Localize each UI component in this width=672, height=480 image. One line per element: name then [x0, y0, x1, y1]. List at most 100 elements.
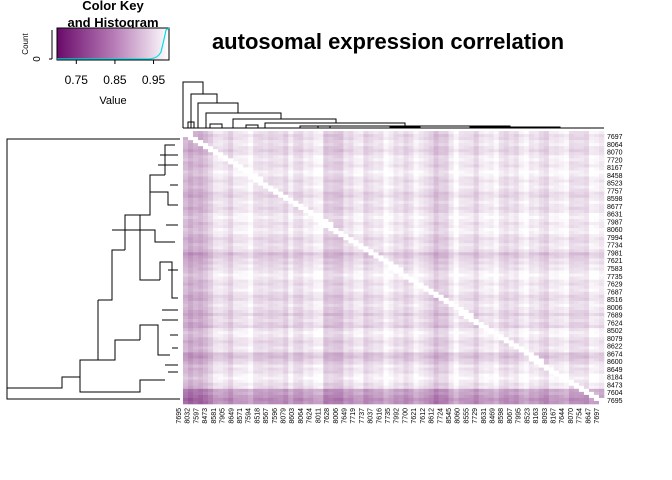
heatmap-cell — [253, 222, 259, 226]
heatmap-cell — [368, 146, 374, 150]
heatmap-cell — [438, 279, 444, 283]
heatmap-cell — [433, 161, 439, 165]
heatmap-cell — [343, 285, 349, 290]
heatmap-cell — [283, 258, 289, 262]
heatmap-cell — [478, 264, 485, 268]
heatmap-cell — [233, 203, 239, 208]
heatmap-cell — [563, 249, 570, 253]
heatmap-cell — [358, 279, 364, 283]
heatmap-cell — [548, 273, 555, 277]
heatmap-cell — [443, 137, 449, 141]
heatmap-cell — [498, 261, 505, 265]
heatmap-cell — [293, 164, 299, 168]
heatmap-cell — [453, 276, 459, 280]
heatmap-cell — [493, 182, 500, 186]
heatmap-cell — [283, 231, 289, 235]
heatmap-cell — [548, 237, 555, 241]
heatmap-cell — [548, 231, 555, 235]
heatmap-cell — [413, 303, 419, 308]
heatmap-cell — [263, 276, 269, 280]
heatmap-cell — [318, 218, 324, 223]
heatmap-cell — [208, 285, 214, 290]
heatmap-cell — [348, 222, 354, 226]
heatmap-cell — [183, 273, 189, 277]
heatmap-cell — [353, 243, 359, 247]
heatmap-cell — [263, 140, 269, 144]
heatmap-cell — [208, 288, 214, 293]
heatmap-cell — [433, 240, 439, 244]
heatmap-cell — [263, 270, 269, 274]
heatmap-cell — [563, 140, 570, 144]
heatmap-cell — [368, 282, 374, 286]
heatmap-cell — [498, 273, 505, 277]
heatmap-cell — [208, 306, 214, 311]
heatmap-cell — [543, 237, 550, 241]
heatmap-cell — [573, 191, 580, 195]
heatmap-cell — [533, 197, 540, 202]
heatmap-cell — [508, 140, 515, 144]
heatmap-cell — [313, 288, 319, 293]
heatmap-cell — [493, 206, 500, 211]
heatmap-cell — [473, 279, 479, 283]
heatmap-cell — [238, 179, 244, 183]
heatmap-cell — [363, 249, 369, 253]
heatmap-cell — [518, 209, 525, 214]
heatmap-cell — [313, 197, 319, 202]
heatmap-cell — [188, 137, 194, 141]
heatmap-cell — [493, 209, 500, 214]
heatmap-cell — [353, 288, 359, 293]
heatmap-cell — [518, 212, 525, 217]
heatmap-cell — [383, 255, 389, 259]
heatmap-cell — [378, 237, 384, 241]
heatmap-cell — [438, 176, 444, 180]
heatmap-cell — [538, 243, 545, 247]
heatmap-cell — [513, 179, 520, 183]
heatmap-cell — [328, 203, 334, 208]
heatmap-cell — [408, 303, 414, 308]
heatmap-cell — [228, 258, 234, 262]
heatmap-cell — [448, 134, 454, 138]
heatmap-cell — [433, 134, 439, 138]
heatmap-cell — [183, 134, 189, 138]
heatmap-cell — [298, 191, 304, 195]
heatmap-cell — [393, 300, 399, 305]
heatmap-cell — [373, 234, 379, 238]
heatmap-cell — [388, 267, 394, 271]
heatmap-cell — [183, 200, 189, 205]
heatmap-cell — [193, 240, 199, 244]
heatmap-cell — [253, 285, 259, 290]
heatmap-cell — [533, 225, 540, 229]
heatmap-cell — [518, 246, 525, 250]
heatmap-cell — [588, 182, 595, 186]
heatmap-cell — [588, 306, 595, 311]
heatmap-cell — [538, 179, 545, 183]
heatmap-cell — [533, 282, 540, 286]
heatmap-cell — [303, 291, 309, 296]
heatmap-cell — [273, 155, 279, 159]
heatmap-cell — [478, 203, 485, 208]
heatmap-cell — [208, 197, 214, 202]
heatmap-cell — [293, 179, 299, 183]
heatmap-cell — [338, 285, 344, 290]
heatmap-cell — [423, 288, 429, 293]
heatmap-cell — [268, 158, 274, 162]
heatmap-cell — [408, 131, 414, 135]
heatmap-cell — [513, 206, 520, 211]
heatmap-cell — [468, 228, 474, 232]
heatmap-cell — [423, 225, 429, 229]
heatmap-cell — [553, 294, 560, 299]
heatmap-cell — [408, 225, 414, 229]
heatmap-cell — [548, 285, 555, 290]
heatmap-cell — [518, 249, 525, 253]
heatmap-cell — [243, 170, 249, 174]
heatmap-cell — [553, 222, 560, 226]
heatmap-cell — [398, 255, 404, 259]
heatmap-cell — [298, 218, 304, 223]
heatmap-cell — [458, 270, 464, 274]
heatmap-cell — [333, 234, 339, 238]
heatmap-cell — [333, 188, 339, 192]
heatmap-cell — [198, 276, 204, 280]
heatmap-cell — [323, 158, 329, 162]
heatmap-cell — [498, 194, 505, 199]
heatmap-cell — [558, 152, 565, 156]
